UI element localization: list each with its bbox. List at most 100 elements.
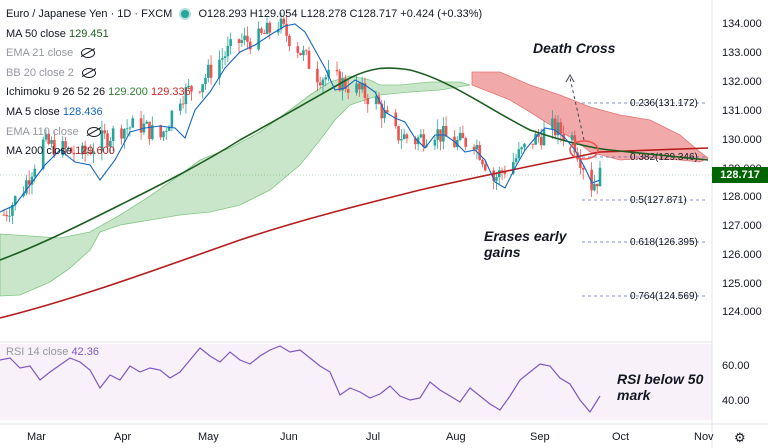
candle-body [265, 22, 269, 34]
current-price-tag: 128.717 [712, 167, 768, 183]
x-axis: Mar Apr May Jun Jul Aug Sep Oct Nov [27, 431, 714, 443]
candle-body [394, 112, 398, 127]
candle-body [237, 39, 241, 44]
rsi-legend[interactable]: RSI 14 close 42.36 [6, 346, 99, 358]
candle-body [531, 143, 535, 145]
bb-label: BB 20 close 2 [6, 66, 74, 79]
candle-body [461, 132, 465, 139]
legend-bb[interactable]: BB 20 close 2 [6, 64, 482, 84]
candle-body [383, 110, 386, 119]
candle-body [358, 83, 361, 90]
candle-body [503, 172, 507, 174]
candle-body [481, 159, 484, 165]
candle-body [248, 41, 252, 50]
x-tick: Jun [280, 431, 298, 443]
candle-body [145, 121, 149, 124]
candle-body [187, 85, 190, 88]
candle-body [360, 83, 364, 90]
candle-body [338, 71, 342, 91]
legend-ichimoku[interactable]: Ichimoku 9 26 52 26 129.200 129.336 [6, 83, 482, 103]
candle-body [523, 143, 526, 148]
ma50-label: MA 50 close [6, 27, 66, 40]
candle-body [64, 141, 67, 148]
candle-body [178, 103, 182, 111]
x-tick: Apr [114, 431, 131, 443]
candle-body [318, 82, 322, 86]
fib-label-0382: 0.382(129.346) [630, 152, 698, 163]
death-cross-arrow [569, 77, 585, 141]
candle-body [33, 168, 37, 177]
legend-ma200[interactable]: MA 200 close 129.600 [6, 142, 482, 162]
candle-body [120, 128, 123, 139]
candle-body [551, 118, 554, 130]
candle-body [44, 133, 48, 140]
candle-body [123, 129, 126, 139]
candle-body [30, 176, 34, 185]
y-tick: 134.000 [722, 18, 762, 30]
candle-body [397, 126, 400, 141]
ma200-value: 129.600 [75, 145, 115, 158]
candle-body [553, 118, 557, 136]
candle-body [500, 170, 504, 173]
ma200-line [0, 147, 709, 319]
candle-body [534, 133, 537, 145]
x-tick: Aug [446, 431, 466, 443]
legend-ma50[interactable]: MA 50 close 129.451 [6, 25, 482, 45]
candle-body [167, 126, 171, 131]
ma200-label: MA 200 close [6, 145, 73, 158]
rsi-label: RSI 14 close [6, 346, 69, 358]
candle-body [402, 134, 406, 140]
candle-body [190, 85, 193, 92]
rsi-y-tick: 60.00 [722, 360, 750, 372]
candle-body [262, 32, 266, 34]
candle-body [433, 139, 437, 146]
candle-body [327, 69, 330, 78]
candle-body [296, 46, 300, 53]
candle-body [444, 126, 448, 137]
fib-label-0764: 0.764(124.569) [630, 291, 698, 302]
fib-label-0236: 0.236(131.172) [630, 98, 698, 109]
candle-body [520, 147, 523, 150]
candle-body [458, 132, 462, 141]
candle-body [341, 78, 344, 91]
candle-body [164, 130, 168, 132]
candle-body [285, 23, 288, 36]
gear-icon[interactable]: ⚙ [734, 430, 746, 445]
rsi-annotation-line-1: RSI below 50 [617, 371, 704, 387]
hidden-eye-icon[interactable] [81, 48, 96, 59]
indicator-legend: Euro / Japanese Yen · 1D · FXCM O128.293… [6, 5, 482, 162]
candle-body [464, 138, 467, 147]
ma50-value: 129.451 [68, 27, 109, 40]
y-tick: 125.000 [722, 278, 762, 290]
candle-body [539, 136, 543, 146]
y-tick: 130.000 [722, 134, 762, 146]
candle-body [492, 170, 495, 181]
death-cross-circle [569, 140, 599, 160]
candle-body [570, 135, 574, 141]
candle-body [27, 180, 31, 185]
candle-body [100, 130, 104, 152]
candle-body [181, 103, 185, 105]
ma5-value: 128.436 [62, 105, 103, 118]
legend-ema110[interactable]: EMA 110 close [6, 123, 482, 143]
candle-body [257, 28, 260, 50]
candle-body [204, 77, 207, 85]
ma50-line [0, 67, 709, 261]
candle-body [414, 138, 417, 145]
hidden-eye-icon[interactable] [81, 67, 96, 78]
x-tick: Sep [530, 431, 550, 443]
legend-ema21[interactable]: EMA 21 close [6, 44, 482, 64]
candle-body [405, 134, 409, 139]
hidden-eye-icon[interactable] [86, 126, 101, 137]
fibonacci-levels [582, 102, 705, 297]
candle-body [316, 68, 319, 83]
candle-body [47, 133, 51, 144]
legend-header-row: Euro / Japanese Yen · 1D · FXCM O128.293… [6, 5, 482, 25]
rsi-line [0, 345, 601, 414]
candle-body [514, 158, 518, 162]
candle-body [50, 140, 53, 144]
candle-body [125, 128, 129, 130]
legend-ma5[interactable]: MA 5 close 128.436 [6, 103, 482, 123]
candle-body [307, 50, 311, 69]
